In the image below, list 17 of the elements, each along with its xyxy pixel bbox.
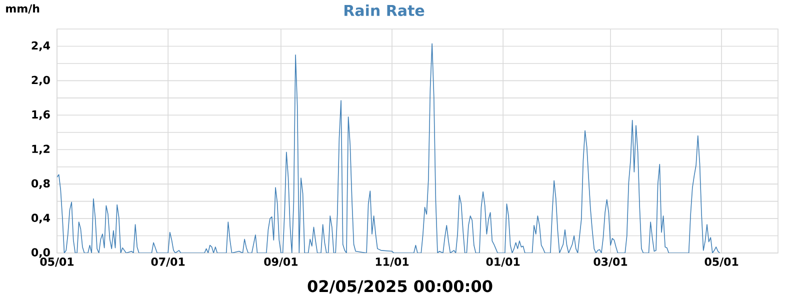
y-axis-title: mm/h bbox=[6, 4, 40, 14]
chart-title: Rain Rate bbox=[344, 4, 424, 16]
y-tick-label: 0,4 bbox=[32, 214, 50, 224]
x-tick-label: 09/01 bbox=[264, 258, 298, 267]
x-tick-label: 05/01 bbox=[704, 258, 738, 267]
y-tick-label: 1,6 bbox=[32, 110, 50, 120]
y-tick-label: 2,0 bbox=[32, 76, 50, 86]
y-tick-label: 0,0 bbox=[32, 248, 50, 258]
x-axis-title: 02/05/2025 00:00:00 bbox=[308, 280, 492, 294]
y-tick-label: 2,4 bbox=[32, 41, 50, 52]
x-tick-label: 03/01 bbox=[594, 258, 628, 267]
x-tick-label: 11/01 bbox=[376, 258, 409, 267]
y-tick-label: 0,8 bbox=[32, 179, 50, 189]
x-tick-label: 07/01 bbox=[151, 258, 185, 267]
x-tick-label: 01/01 bbox=[486, 258, 520, 267]
x-tick-label: 05/01 bbox=[40, 258, 74, 267]
y-tick-label: 1,2 bbox=[32, 144, 50, 154]
